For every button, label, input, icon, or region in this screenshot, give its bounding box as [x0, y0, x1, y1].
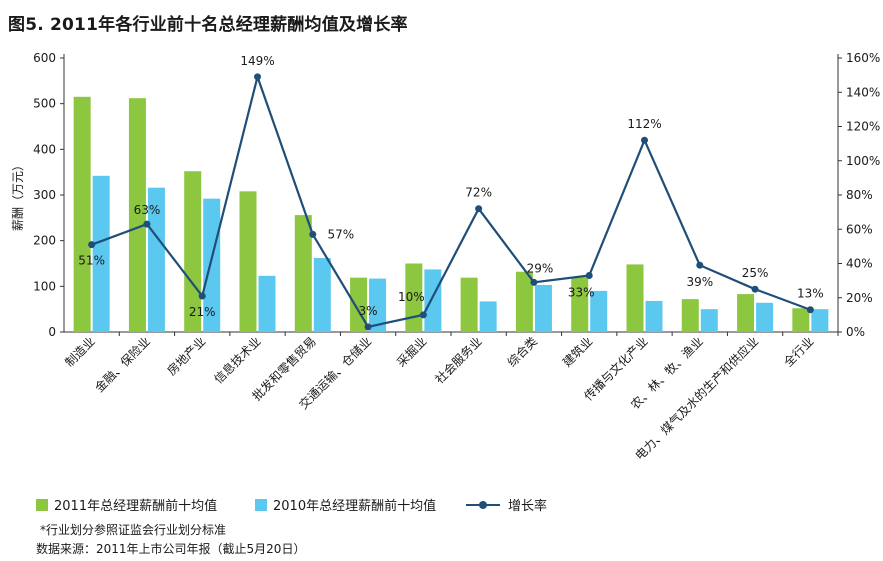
y-right-tick-label: 140%: [846, 85, 880, 99]
bar-2010: [590, 290, 608, 332]
bar-2010: [147, 187, 165, 332]
bar-2010: [645, 300, 663, 332]
bar-2010: [479, 301, 497, 332]
growth-label: 72%: [465, 186, 492, 200]
y-right-tick-label: 80%: [846, 188, 873, 202]
legend-label-2010: 2010年总经理薪酬前十均值: [273, 499, 437, 514]
bar-2010: [203, 198, 221, 332]
growth-point: [585, 271, 593, 279]
growth-point: [143, 220, 151, 228]
bar-2011: [792, 308, 810, 332]
growth-label: 25%: [742, 266, 769, 280]
y-right-tick-label: 40%: [846, 257, 873, 271]
bar-2011: [405, 263, 423, 332]
legend-label-growth: 增长率: [508, 499, 548, 514]
y-left-tick-label: 500: [33, 97, 56, 111]
y-left-tick-label: 600: [33, 51, 56, 65]
growth-label: 10%: [398, 290, 425, 304]
y-axis-title: 薪酬（万元）: [11, 159, 25, 231]
growth-point: [751, 285, 759, 293]
growth-label: 29%: [527, 261, 554, 275]
legend-item-2011: 2011年总经理薪酬前十均值: [36, 495, 217, 514]
growth-line: [91, 73, 811, 329]
growth-point: [419, 311, 427, 319]
bar-2010: [424, 269, 442, 332]
bar-2011: [128, 98, 146, 332]
bar-2011: [460, 277, 478, 332]
growth-point: [806, 306, 814, 314]
bar-2011: [184, 171, 202, 332]
bar-2010: [700, 309, 718, 332]
growth-label: 39%: [686, 275, 713, 289]
bar-2011: [515, 271, 533, 332]
x-tick-label: 制造业: [62, 334, 97, 369]
growth-point: [530, 278, 538, 286]
bar-2010: [258, 275, 276, 332]
bar-2010: [92, 175, 110, 332]
growth-point: [696, 261, 704, 269]
bar-2011: [626, 264, 644, 332]
growth-point: [475, 205, 483, 213]
x-tick-label: 社会服务业: [432, 334, 485, 387]
y-left-tick-label: 0: [48, 325, 56, 339]
x-tick-label: 全行业: [780, 334, 816, 370]
x-tick-label: 房地产业: [164, 334, 209, 379]
bar-2011: [737, 294, 755, 332]
footnote-note: *行业划分参照证监会行业划分标准: [40, 523, 227, 537]
legend-label-2011: 2011年总经理薪酬前十均值: [54, 499, 218, 514]
legend-swatch-growth: [466, 499, 500, 511]
bar-2011: [294, 215, 312, 332]
growth-label: 57%: [327, 227, 354, 241]
growth-point: [254, 73, 261, 81]
growth-label: 3%: [359, 304, 378, 318]
bar-2011: [239, 191, 257, 332]
growth-label: 33%: [568, 285, 595, 299]
legend-item-growth: 增长率: [466, 495, 547, 514]
growth-label: 63%: [134, 203, 161, 217]
y-right-tick-label: 20%: [846, 291, 873, 305]
y-right-tick-label: 120%: [846, 120, 880, 134]
y-right-tick-label: 0%: [846, 325, 865, 339]
bar-2011: [681, 299, 699, 332]
bar-2010: [756, 302, 774, 332]
legend-swatch-2011: [36, 498, 48, 511]
x-tick-label: 信息技术业: [211, 334, 264, 387]
growth-label: 21%: [189, 305, 216, 319]
bar-2010: [369, 278, 387, 332]
bar-2011: [571, 277, 589, 332]
bar-2010: [313, 258, 331, 332]
x-tick-label: 金融、保险业: [92, 334, 154, 396]
growth-point: [309, 230, 317, 238]
growth-label: 149%: [240, 54, 274, 68]
y-right-tick-label: 60%: [846, 222, 873, 236]
growth-point: [198, 292, 206, 300]
growth-point: [364, 323, 372, 331]
growth-label: 13%: [797, 287, 824, 301]
bar-2011: [73, 96, 91, 332]
footnote-source: 数据来源：2011年上市公司年报（截止5月20日）: [36, 542, 306, 556]
growth-point: [641, 136, 648, 144]
y-right-tick-label: 160%: [846, 51, 880, 65]
y-left-tick-label: 200: [33, 234, 56, 248]
bar-2010: [534, 284, 552, 332]
growth-point: [88, 241, 96, 249]
legend-item-2010: 2010年总经理薪酬前十均值: [255, 495, 436, 514]
chart-title: 图5. 2011年各行业前十名总经理薪酬均值及增长率: [8, 15, 408, 35]
growth-label: 112%: [627, 117, 661, 131]
bar-2010: [811, 309, 829, 332]
legend-swatch-2010: [255, 498, 267, 511]
y-right-tick-label: 100%: [846, 154, 880, 168]
y-left-tick-label: 300: [33, 188, 56, 202]
y-left-tick-label: 400: [33, 142, 56, 156]
growth-label: 51%: [78, 254, 105, 268]
x-tick-label: 综合类: [504, 334, 540, 370]
x-tick-label: 采掘业: [393, 334, 429, 370]
y-left-tick-label: 100: [33, 279, 56, 293]
x-tick-label: 建筑业: [559, 334, 595, 370]
